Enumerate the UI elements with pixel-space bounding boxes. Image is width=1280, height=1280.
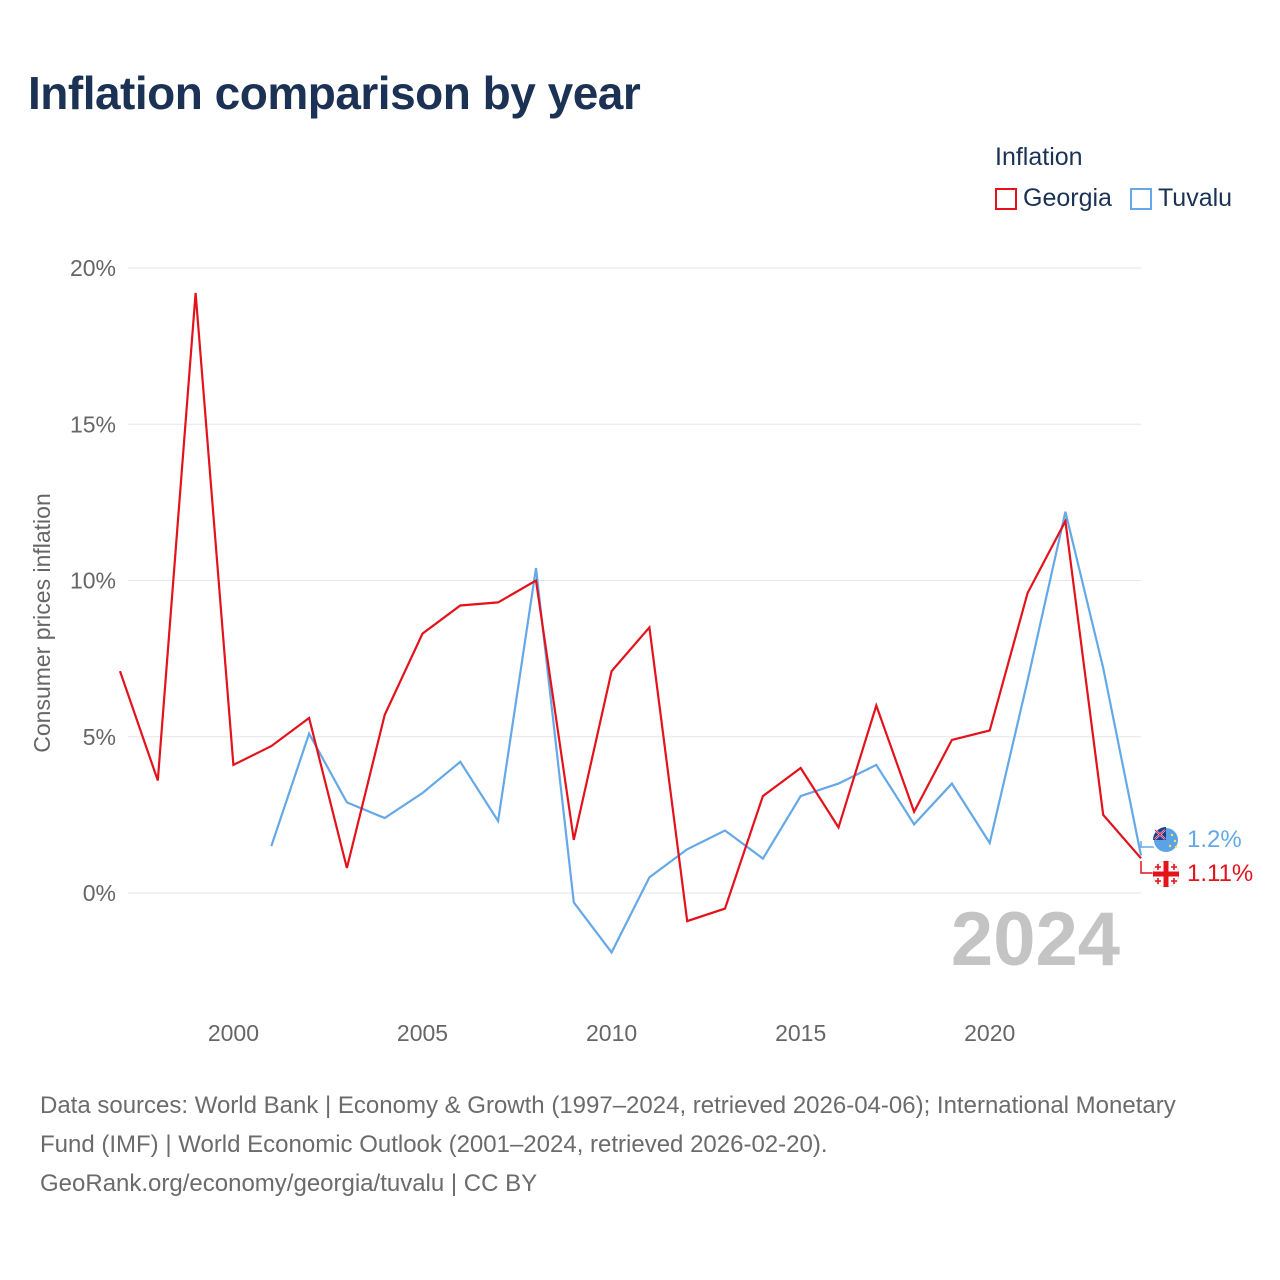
legend-title: Inflation (995, 143, 1083, 171)
y-tick-label: 0% (83, 880, 116, 906)
end-label-tuvalu: 1.2% (1187, 826, 1242, 853)
credit-link[interactable]: GeoRank.org/economy/georgia/tuvalu | CC … (40, 1170, 538, 1197)
x-axis-ticks: 2000 2005 2010 2015 2020 (208, 1020, 1015, 1046)
y-tick-label: 10% (70, 568, 116, 594)
x-tick-label: 2005 (397, 1020, 448, 1046)
legend-swatch-georgia (995, 187, 1017, 210)
chart-title: Inflation comparison by year (28, 67, 641, 119)
end-markers (1140, 826, 1180, 888)
x-tick-label: 2000 (208, 1020, 259, 1046)
series-line-georgia[interactable] (118, 292, 1142, 923)
series-line-tuvalu[interactable] (270, 511, 1143, 955)
tuvalu-flag-icon (1152, 826, 1180, 854)
legend: Georgia Tuvalu (995, 184, 1250, 213)
end-label-georgia: 1.11% (1187, 860, 1253, 887)
x-tick-label: 2010 (586, 1020, 637, 1046)
chart-area: 0% 5% 10% 15% 20% 2000 2005 2010 2015 2020 Consu… (29, 255, 1253, 1046)
y-tick-label: 5% (83, 724, 116, 750)
legend-item-georgia[interactable]: Georgia (995, 184, 1112, 213)
x-tick-label: 2020 (964, 1020, 1015, 1046)
footer: Data sources: World Bank | Economy & Gro… (40, 1086, 1220, 1203)
legend-label-tuvalu: Tuvalu (1157, 184, 1233, 212)
y-axis-ticks: 0% 5% 10% 15% 20% (70, 255, 116, 906)
x-tick-label: 2015 (775, 1020, 826, 1046)
data-sources: Data sources: World Bank | Economy & Gro… (40, 1092, 1176, 1158)
y-tick-label: 20% (70, 255, 116, 281)
series-lines (118, 292, 1143, 955)
year-watermark: 2024 (951, 897, 1120, 982)
georgia-flag-icon (1152, 860, 1180, 888)
legend-item-tuvalu[interactable]: Tuvalu (1129, 184, 1233, 213)
grid-lines (128, 267, 1141, 894)
legend-label-georgia: Georgia (1023, 184, 1112, 212)
legend-swatch-tuvalu (1129, 187, 1152, 210)
y-tick-label: 15% (70, 411, 116, 437)
y-axis-label: Consumer prices inflation (29, 493, 55, 753)
